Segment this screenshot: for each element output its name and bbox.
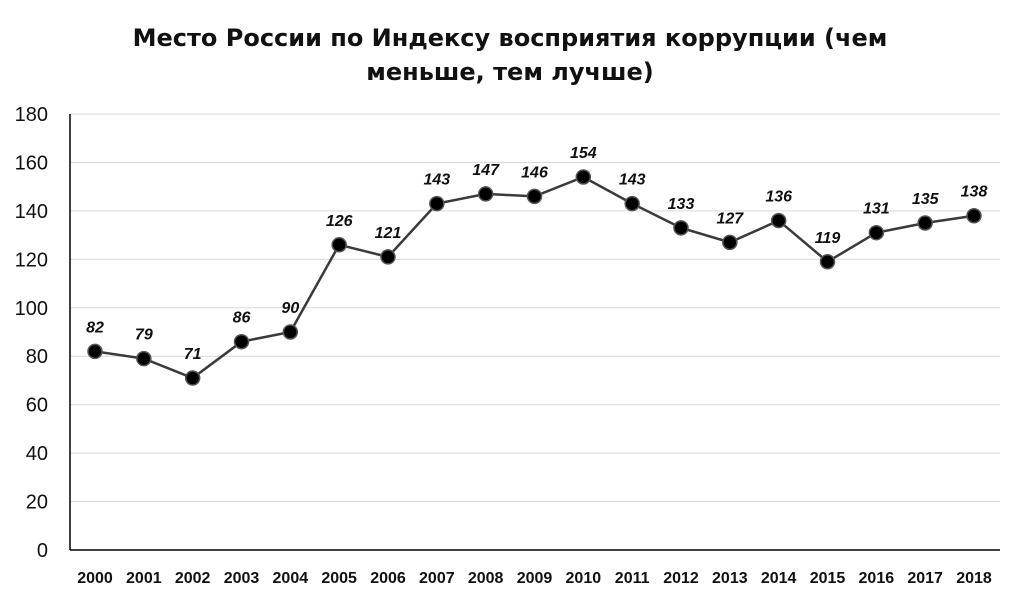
- data-label: 147: [472, 162, 500, 179]
- x-tick-label: 2003: [224, 570, 260, 587]
- chart-title-line1: Место России по Индексу восприятия корру…: [133, 24, 888, 52]
- data-point: [477, 186, 494, 202]
- data-label: 127: [716, 210, 744, 227]
- x-tick-label: 2007: [419, 570, 455, 587]
- y-tick-label: 140: [15, 201, 48, 223]
- x-tick-label: 2011: [615, 570, 650, 587]
- y-tick-label: 20: [26, 492, 48, 514]
- data-point: [526, 188, 543, 205]
- x-tick-label: 2016: [859, 570, 895, 587]
- x-tick-label: 2017: [907, 570, 943, 587]
- y-tick-label: 60: [26, 395, 48, 417]
- y-tick-label: 40: [26, 443, 48, 465]
- x-tick-label: 2009: [517, 570, 553, 587]
- data-point: [819, 254, 836, 270]
- x-tick-label: 2004: [273, 570, 309, 587]
- data-point: [770, 212, 787, 229]
- x-tick-label: 2001: [126, 570, 162, 587]
- data-label: 146: [521, 164, 548, 181]
- data-point: [233, 333, 250, 350]
- x-tick-label: 2000: [77, 570, 113, 587]
- data-point: [331, 237, 347, 253]
- x-tick-label: 2014: [761, 570, 797, 587]
- data-label: 71: [184, 346, 202, 363]
- data-label: 131: [863, 201, 890, 218]
- data-label: 119: [815, 230, 841, 247]
- data-markers: [87, 169, 982, 386]
- x-tick-labels: 2000 2001 2002 2003 2004 2005 2006 2007 2008 2009…: [77, 570, 992, 587]
- data-point: [722, 234, 738, 251]
- chart-title-line2: меньше, тем лучше): [366, 58, 653, 86]
- x-tick-label: 2010: [566, 570, 602, 587]
- data-point: [868, 224, 885, 241]
- data-label: 135: [912, 191, 940, 208]
- data-point: [429, 195, 445, 212]
- data-point: [136, 350, 152, 367]
- y-tick-label: 160: [15, 152, 48, 174]
- data-point: [380, 249, 396, 265]
- data-label: 136: [765, 189, 792, 206]
- data-point: [624, 195, 640, 212]
- data-point: [673, 220, 689, 236]
- data-point: [575, 169, 592, 185]
- data-label: 143: [619, 172, 646, 189]
- y-tick-label: 100: [15, 298, 48, 320]
- x-tick-label: 2008: [468, 570, 504, 587]
- y-tick-label: 120: [15, 249, 48, 271]
- data-label: 138: [961, 184, 988, 201]
- data-label: 121: [375, 225, 402, 242]
- axes: [69, 114, 1000, 551]
- y-tick-label: 0: [37, 540, 48, 562]
- x-tick-label: 2002: [175, 570, 211, 587]
- x-tick-label: 2018: [956, 570, 992, 587]
- x-tick-label: 2012: [663, 570, 699, 587]
- data-label: 133: [668, 196, 695, 213]
- data-labels: 82 79 71 86 90 126 121 143 147 146 154 143 133 127 136…: [86, 145, 987, 363]
- data-label: 90: [281, 300, 299, 317]
- data-point: [87, 343, 103, 360]
- x-tick-label: 2005: [321, 570, 357, 587]
- x-tick-label: 2015: [810, 570, 846, 587]
- series-line-group: [94, 175, 975, 380]
- data-point: [917, 215, 933, 231]
- gridlines: [70, 113, 1000, 503]
- data-point: [184, 370, 201, 386]
- x-tick-label: 2006: [370, 570, 406, 587]
- data-label: 82: [86, 319, 104, 336]
- data-label: 154: [570, 145, 597, 162]
- x-tick-label: 2013: [712, 570, 748, 587]
- data-label: 79: [135, 327, 153, 344]
- data-label: 86: [233, 310, 251, 327]
- series-line: [94, 175, 975, 380]
- data-point: [966, 207, 982, 224]
- y-tick-label: 80: [26, 346, 48, 368]
- data-label: 126: [326, 213, 353, 230]
- y-tick-label: 180: [15, 104, 48, 126]
- data-point: [282, 324, 299, 340]
- y-tick-labels: 0 20 40 60 80 100 120 140 160 180: [15, 104, 48, 562]
- data-label: 143: [423, 172, 450, 189]
